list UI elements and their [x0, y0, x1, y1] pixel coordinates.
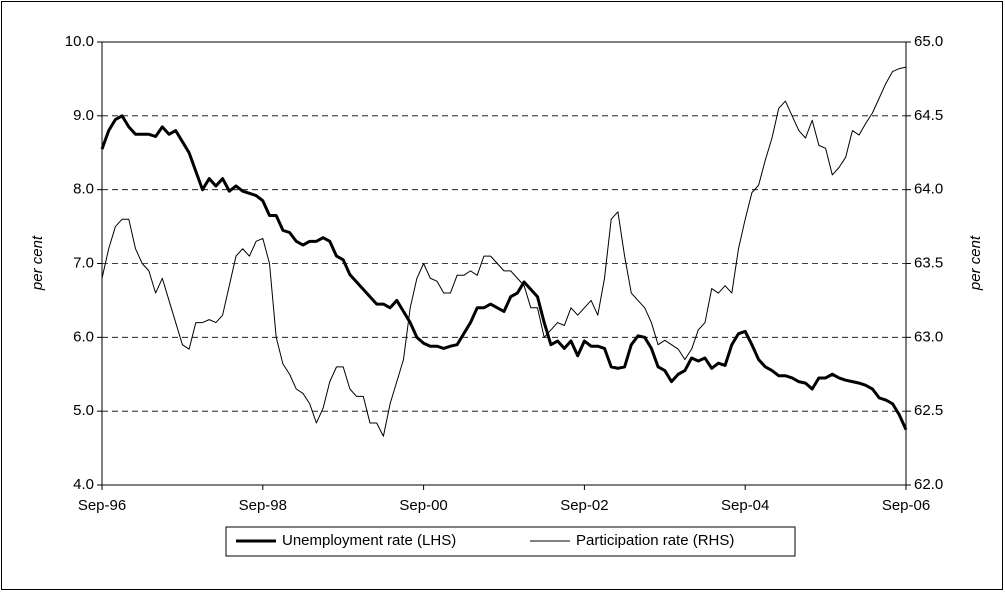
y-tick-label: 10.0 [65, 33, 94, 50]
x-tick-label: Sep-96 [78, 497, 126, 514]
y-tick-label: 7.0 [73, 254, 94, 271]
y2-tick-label: 62.0 [914, 476, 943, 493]
series-line [101, 66, 907, 437]
x-tick-label: Sep-98 [239, 497, 287, 514]
y2-tick-label: 64.0 [914, 181, 943, 198]
y2-tick-label: 63.0 [914, 328, 943, 345]
y-tick-label: 4.0 [73, 476, 94, 493]
y-tick-label: 9.0 [73, 107, 94, 124]
legend-box [225, 526, 796, 557]
y-tick-label: 8.0 [73, 181, 94, 198]
x-tick-label: Sep-04 [721, 497, 769, 514]
x-tick-label: Sep-00 [399, 497, 447, 514]
y2-tick-label: 64.5 [914, 107, 943, 124]
series-line [100, 114, 908, 431]
x-tick-label: Sep-06 [882, 497, 930, 514]
y2-tick-label: 63.5 [914, 254, 943, 271]
legend-label: Unemployment rate (LHS) [282, 532, 456, 549]
y-tick-label: 6.0 [73, 328, 94, 345]
y2-tick-label: 65.0 [914, 33, 943, 50]
y-tick-label: 5.0 [73, 402, 94, 419]
legend-label: Participation rate (RHS) [576, 532, 734, 549]
x-tick-label: Sep-02 [560, 497, 608, 514]
y-axis-title: per cent [29, 235, 46, 291]
y2-axis-title: per cent [967, 235, 984, 291]
y2-tick-label: 62.5 [914, 402, 943, 419]
